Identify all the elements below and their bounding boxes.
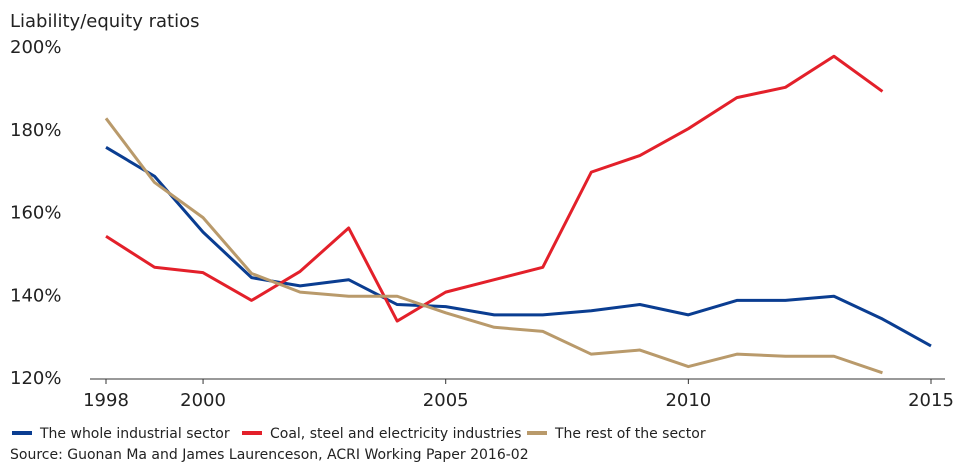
y-tick-label: 200% xyxy=(10,37,61,58)
y-tick-label: 140% xyxy=(10,285,61,306)
x-tick-label: 2015 xyxy=(908,390,954,411)
legend-label: The rest of the sector xyxy=(554,426,706,442)
source: Source: Guonan Ma and James Laurenceson,… xyxy=(10,447,529,463)
x-tick-label: 2010 xyxy=(665,390,711,411)
chart-title: Liability/equity ratios xyxy=(10,11,199,32)
x-tick-label: 2005 xyxy=(423,390,469,411)
series-line xyxy=(105,146,932,348)
y-tick-label: 180% xyxy=(10,120,61,141)
series-line xyxy=(104,117,883,375)
series-line xyxy=(105,54,884,323)
legend-label: The whole industrial sector xyxy=(39,426,230,442)
x-tick-label: 1998 xyxy=(83,390,129,411)
y-tick-label: 120% xyxy=(10,368,61,389)
y-tick-label: 160% xyxy=(10,203,61,224)
x-tick-label: 2000 xyxy=(180,390,226,411)
legend-label: Coal, steel and electricity industries xyxy=(270,426,521,442)
